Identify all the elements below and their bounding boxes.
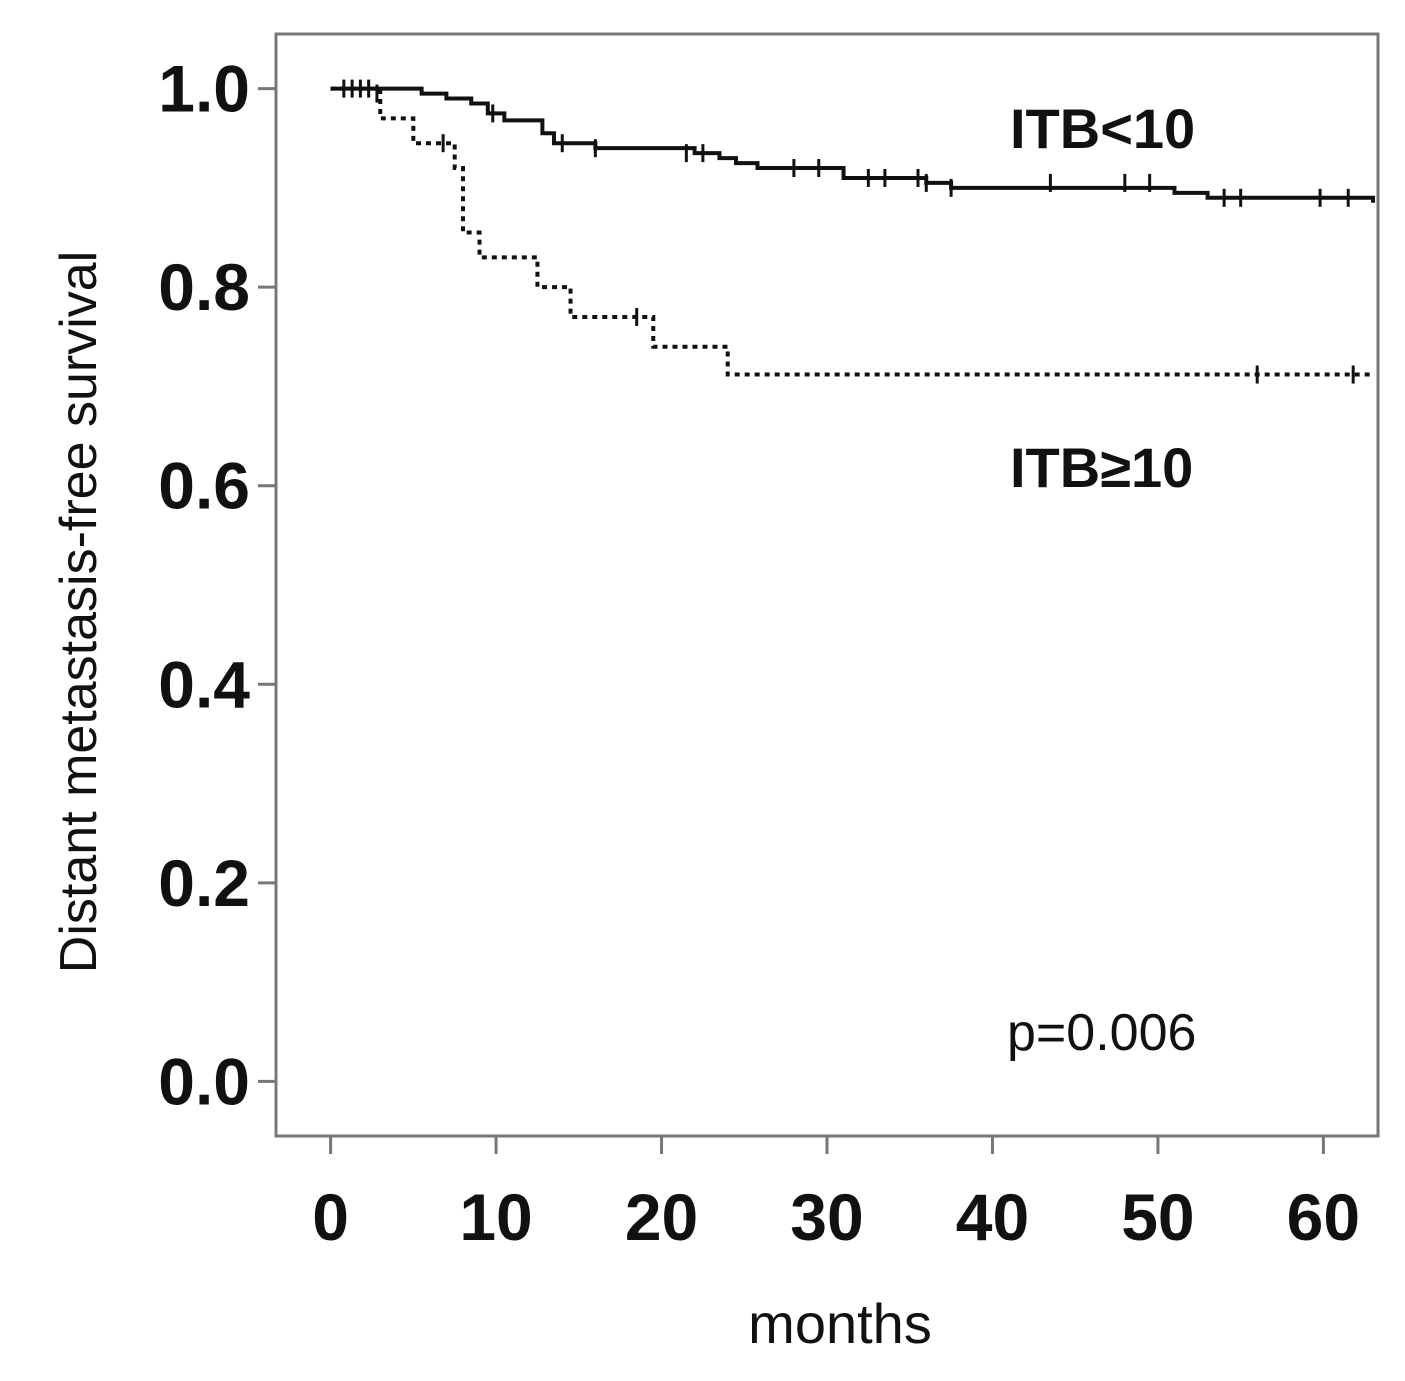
y-tick-label: 0.6 xyxy=(158,449,250,523)
y-axis-label: Distant metastasis-free survival xyxy=(50,251,108,973)
y-tick-label: 0.8 xyxy=(158,250,250,324)
x-tick-label: 40 xyxy=(956,1180,1029,1254)
x-tick-label: 10 xyxy=(459,1180,532,1254)
x-axis-ticks: 0 10 20 30 40 50 60 xyxy=(312,1136,1360,1254)
x-tick-label: 50 xyxy=(1121,1180,1194,1254)
x-tick-label: 20 xyxy=(625,1180,698,1254)
y-axis-ticks: 0.0 0.2 0.4 0.6 0.8 1.0 xyxy=(158,52,276,1118)
y-tick-label: 0.2 xyxy=(158,846,250,920)
x-tick-label: 30 xyxy=(790,1180,863,1254)
plot-frame xyxy=(274,32,1380,1138)
x-tick-label: 0 xyxy=(312,1180,349,1254)
y-tick-label: 0.4 xyxy=(158,647,250,721)
series-label-itb-lt10: ITB<10 xyxy=(1010,97,1195,160)
series-group-1 xyxy=(330,86,1374,384)
x-tick-label: 60 xyxy=(1287,1180,1360,1254)
series-label-itb-ge10: ITB≥10 xyxy=(1010,436,1193,499)
y-tick-label: 0.0 xyxy=(158,1044,250,1118)
x-axis-label: months xyxy=(748,1292,932,1355)
series-group-0 xyxy=(330,79,1376,207)
series-layer xyxy=(330,79,1376,384)
y-tick-label: 1.0 xyxy=(158,52,250,126)
p-value-annotation: p=0.006 xyxy=(1007,1004,1196,1062)
